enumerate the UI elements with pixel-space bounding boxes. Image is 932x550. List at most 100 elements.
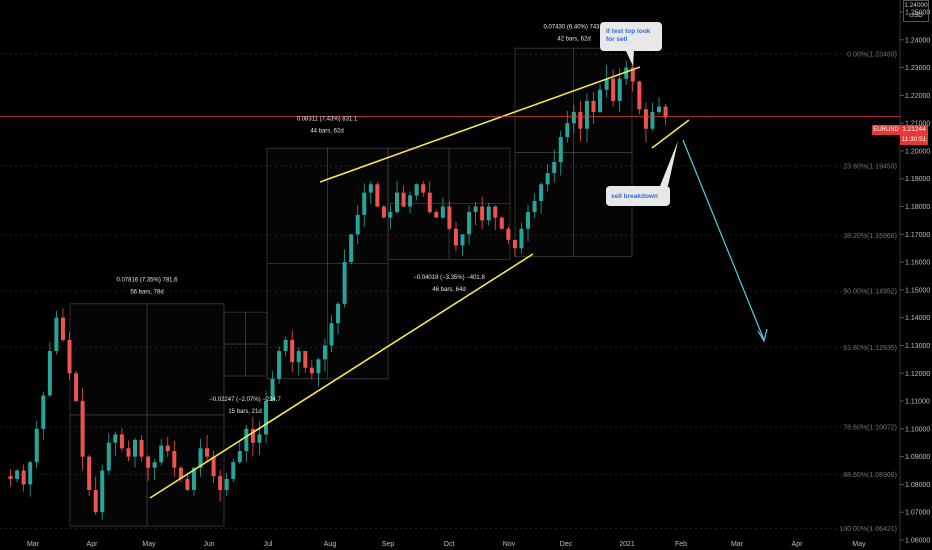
candle-body — [499, 217, 504, 229]
candle-body — [133, 439, 137, 457]
x-tick-label: Oct — [444, 541, 455, 548]
measure-sublabel: 42 bars, 62d — [557, 37, 590, 43]
candle-body — [434, 212, 439, 218]
candle-body — [270, 378, 275, 402]
candle — [368, 181, 373, 205]
candle-body — [283, 339, 288, 352]
candle — [198, 438, 203, 477]
y-tick-label: 1.19000 — [905, 176, 930, 183]
candle-body — [552, 162, 557, 174]
candle-body — [355, 214, 360, 235]
measure-sublabel: 46 bars, 64d — [432, 287, 465, 293]
candle — [87, 454, 92, 497]
candle — [191, 467, 196, 496]
candle-body — [578, 112, 583, 129]
candle-body — [165, 445, 170, 452]
candle — [205, 435, 210, 462]
candle-body — [264, 401, 268, 435]
measurement-boxes — [69, 47, 633, 527]
candle — [54, 310, 59, 355]
candle-body — [657, 106, 661, 113]
candle-body — [539, 184, 544, 201]
candle-body — [401, 192, 406, 207]
callout-text: if test top look — [606, 28, 651, 35]
candle — [250, 416, 255, 457]
candle — [421, 181, 426, 197]
annotations: 0.07816 (7.35%) 781.6 56 bars, 78d −0.0224… — [116, 22, 678, 415]
candle — [211, 450, 216, 483]
fibonacci-levels: 0.00%(1.23483) 23.60%(1.19453) 38.20%(1.16… — [0, 52, 900, 533]
candle — [617, 68, 622, 112]
symbol-label: EURUSD — [872, 125, 900, 135]
arrow-head — [757, 328, 768, 343]
candle-body — [368, 184, 373, 193]
candle — [584, 93, 589, 143]
candle — [440, 197, 445, 219]
candle-body — [467, 212, 472, 235]
y-tick-label: 1.18000 — [905, 204, 930, 211]
candle — [401, 185, 406, 208]
currency-label: 1.24000 USD — [903, 0, 929, 22]
projection-arrow — [682, 139, 768, 343]
candle-body — [460, 234, 465, 246]
x-tick-label: Apr — [792, 541, 804, 548]
candle-body — [650, 112, 655, 129]
candle — [408, 191, 413, 214]
measure-sublabel: 44 bars, 62d — [310, 128, 343, 134]
candle-body — [21, 470, 26, 485]
candle — [100, 464, 105, 520]
candle-body — [512, 239, 517, 249]
candle — [375, 181, 380, 208]
x-tick-label: Aug — [324, 541, 337, 548]
candle-body — [519, 228, 524, 249]
candle — [434, 209, 439, 218]
fib-level-label: 38.20%(1.16966) — [843, 233, 897, 240]
candle — [447, 200, 452, 231]
candle — [519, 222, 524, 254]
candle — [28, 461, 33, 497]
candle — [113, 432, 118, 457]
candle-body — [571, 112, 576, 124]
candle — [316, 358, 321, 388]
candle-body — [178, 467, 183, 479]
candle-body — [408, 195, 413, 207]
candle-body — [440, 206, 445, 218]
candle-body — [277, 351, 282, 379]
candle — [159, 438, 164, 466]
candle-body — [296, 351, 301, 363]
candle-body — [159, 445, 164, 463]
candle — [480, 196, 485, 230]
candle-body — [244, 428, 249, 452]
candle — [427, 181, 432, 214]
candle-body — [191, 467, 196, 490]
candle — [552, 149, 557, 183]
candlesticks — [8, 55, 668, 520]
candle-body — [545, 173, 550, 185]
x-tick-label: Mar — [731, 541, 744, 548]
candle — [643, 102, 648, 143]
candle — [34, 420, 39, 468]
candle-body — [473, 206, 478, 213]
candle-body — [224, 478, 229, 490]
candle — [539, 182, 544, 214]
y-tick-label: 1.21000 — [905, 121, 930, 128]
candle-body — [388, 212, 393, 218]
measure-label: 0.07430 (6.40%) 743.0 — [543, 25, 605, 31]
trendline — [319, 66, 641, 183]
fib-level-label: 100.00%(1.06421) — [839, 526, 897, 533]
x-tick-label: Dec — [560, 541, 573, 548]
candle — [526, 204, 530, 242]
candle — [60, 308, 65, 343]
measure-label: −0.02247 (−2.07%) −224.7 — [209, 397, 281, 403]
candle — [309, 359, 314, 380]
candle-body — [532, 200, 537, 213]
x-tick-label: 2021 — [619, 541, 635, 548]
candle — [598, 83, 603, 114]
y-tick-label: 1.14000 — [905, 315, 930, 322]
candle — [237, 440, 242, 465]
candle — [388, 204, 393, 230]
candle-body — [93, 489, 98, 513]
candle-body — [316, 359, 321, 374]
